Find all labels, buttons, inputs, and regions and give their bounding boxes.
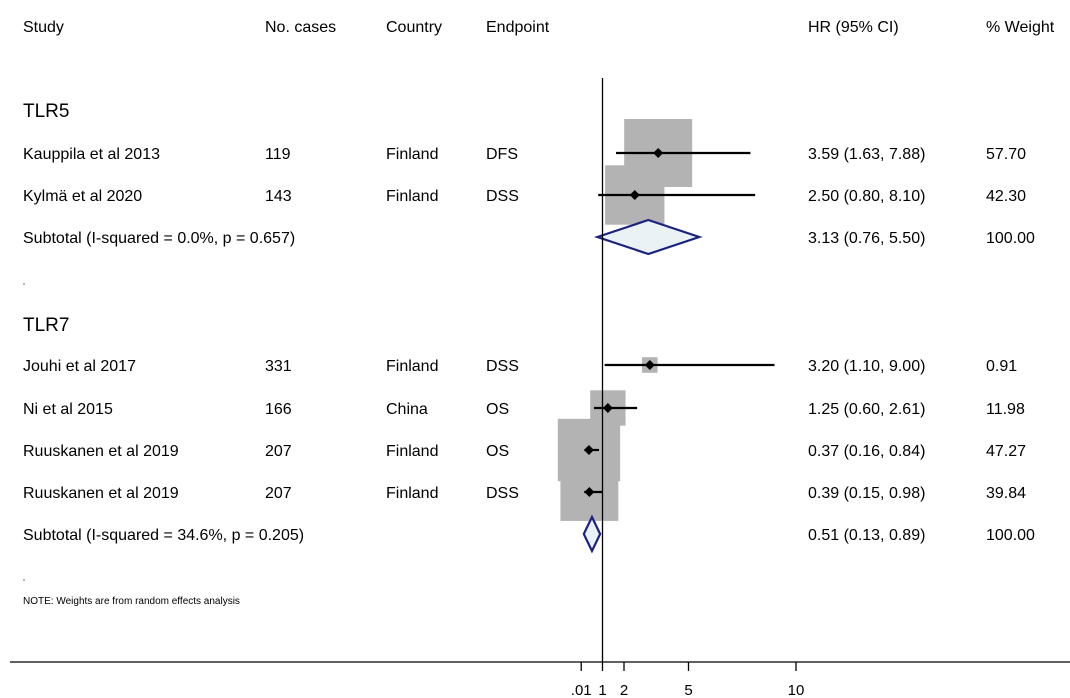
- point-estimate: [583, 445, 594, 455]
- study-hr-ci: 1.25 (0.60, 2.61): [808, 401, 925, 418]
- study-cases: 166: [265, 401, 292, 418]
- subtotal-weight: 100.00: [986, 527, 1035, 544]
- header-country: Country: [386, 19, 442, 36]
- study-weight: 42.30: [986, 188, 1026, 205]
- point-estimate: [629, 190, 640, 200]
- study-hr-ci: 3.59 (1.63, 7.88): [808, 146, 925, 163]
- x-tick-label: 2: [620, 682, 628, 698]
- study-name: Ruuskanen et al 2019: [23, 443, 179, 460]
- plot-marks: [557, 78, 775, 662]
- header-weight: % Weight: [986, 19, 1055, 36]
- x-tick-label: 5: [684, 682, 692, 698]
- study-weight: 57.70: [986, 146, 1026, 163]
- study-name: Ni et al 2015: [23, 401, 113, 418]
- header-cases: No. cases: [265, 19, 336, 36]
- x-tick-label: 1: [598, 682, 606, 698]
- x-tick-label: .01: [571, 682, 592, 698]
- study-cases: 207: [265, 443, 292, 460]
- header-study: Study: [23, 19, 64, 36]
- point-estimate: [584, 487, 595, 497]
- study-cases: 143: [265, 188, 292, 205]
- study-weight: 11.98: [986, 401, 1025, 418]
- study-cases: 119: [265, 146, 291, 163]
- study-endpoint: DSS: [486, 188, 519, 205]
- separator-dot: [23, 579, 25, 581]
- subtotal-hr-ci: 0.51 (0.13, 0.89): [808, 527, 925, 544]
- study-hr-ci: 0.39 (0.15, 0.98): [808, 485, 925, 502]
- study-endpoint: DSS: [486, 358, 519, 375]
- subtotal-weight: 100.00: [986, 230, 1035, 247]
- subtotal-diamond: [582, 514, 602, 554]
- study-name: Jouhi et al 2017: [23, 358, 136, 375]
- subtotal-diamond: [593, 218, 703, 256]
- point-estimate: [602, 403, 613, 413]
- group-label: TLR7: [23, 315, 69, 336]
- study-endpoint: DSS: [486, 485, 519, 502]
- study-endpoint: DFS: [486, 146, 518, 163]
- study-cases: 207: [265, 485, 292, 502]
- study-weight: 47.27: [986, 443, 1026, 460]
- study-cases: 331: [265, 358, 292, 375]
- study-country: Finland: [386, 485, 438, 502]
- study-hr-ci: 2.50 (0.80, 8.10): [808, 188, 925, 205]
- point-estimate: [653, 148, 664, 158]
- column-headers: Study No. cases Country Endpoint HR (95%…: [23, 19, 1055, 36]
- study-weight: 0.91: [986, 358, 1017, 375]
- study-hr-ci: 0.37 (0.16, 0.84): [808, 443, 925, 460]
- study-endpoint: OS: [486, 401, 509, 418]
- study-country: Finland: [386, 146, 438, 163]
- study-country: China: [386, 401, 428, 418]
- study-country: Finland: [386, 358, 438, 375]
- data-rows: TLR5 Kauppila et al 2013 119 Finland DFS 3.59…: [23, 101, 1035, 581]
- study-country: Finland: [386, 188, 438, 205]
- study-country: Finland: [386, 443, 438, 460]
- subtotal-label: Subtotal (I-squared = 34.6%, p = 0.205): [23, 527, 304, 544]
- header-hr: HR (95% CI): [808, 19, 899, 36]
- x-axis-ticks: .01 1 2 5 10: [571, 662, 805, 698]
- study-weight: 39.84: [986, 485, 1026, 502]
- study-name: Kauppila et al 2013: [23, 146, 160, 163]
- study-name: Kylmä et al 2020: [23, 188, 142, 205]
- x-tick-label: 10: [788, 682, 805, 698]
- group-label: TLR5: [23, 101, 69, 122]
- study-endpoint: OS: [486, 443, 509, 460]
- note-text: NOTE: Weights are from random effects an…: [23, 596, 240, 607]
- subtotal-label: Subtotal (I-squared = 0.0%, p = 0.657): [23, 230, 295, 247]
- separator-dot: [23, 283, 25, 285]
- subtotal-hr-ci: 3.13 (0.76, 5.50): [808, 230, 925, 247]
- study-hr-ci: 3.20 (1.10, 9.00): [808, 358, 925, 375]
- header-endpoint: Endpoint: [486, 19, 550, 36]
- study-name: Ruuskanen et al 2019: [23, 485, 179, 502]
- point-estimate: [644, 360, 655, 370]
